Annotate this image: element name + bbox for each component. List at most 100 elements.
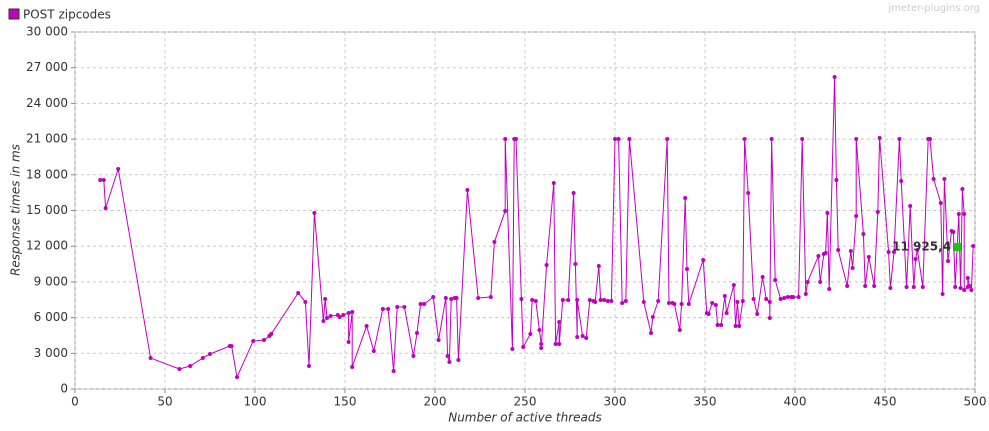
data-point (796, 295, 801, 300)
data-point (623, 299, 628, 304)
data-point (683, 196, 688, 201)
data-point (587, 297, 592, 302)
data-point (575, 334, 580, 339)
data-point (519, 297, 524, 302)
data-point (418, 302, 423, 307)
data-point (312, 210, 317, 215)
data-point (584, 335, 589, 340)
data-point (848, 248, 853, 253)
data-point (785, 295, 790, 300)
x-tick-label: 450 (874, 395, 897, 409)
data-point (760, 275, 765, 280)
data-point (251, 339, 256, 344)
x-tick-label: 400 (784, 395, 807, 409)
data-point (915, 248, 920, 253)
data-point (866, 255, 871, 260)
data-point (200, 356, 205, 361)
y-tick-label: 0 (60, 382, 68, 396)
data-point (510, 347, 515, 352)
data-point (886, 250, 891, 255)
data-point (827, 287, 832, 292)
data-point (337, 315, 342, 320)
data-point (620, 300, 625, 305)
data-point (899, 178, 904, 183)
data-point (735, 300, 740, 305)
data-point (537, 327, 542, 332)
data-point (742, 136, 747, 141)
data-point (456, 357, 461, 362)
data-point (710, 300, 715, 305)
y-tick-label: 9 000 (34, 274, 68, 288)
data-point (701, 258, 706, 263)
data-point (751, 297, 756, 302)
data-point (341, 312, 346, 317)
data-point (307, 364, 311, 369)
data-point (445, 354, 450, 359)
data-point (818, 280, 823, 285)
data-point (913, 257, 918, 262)
data-point (454, 295, 459, 300)
data-point (557, 320, 562, 325)
data-point (476, 295, 481, 300)
data-point (854, 136, 859, 141)
data-point (971, 243, 976, 248)
data-point (566, 297, 571, 302)
data-point (746, 191, 751, 196)
data-point (346, 310, 351, 315)
data-point (641, 300, 646, 305)
data-point (836, 248, 841, 253)
data-point (962, 211, 967, 216)
data-point (667, 300, 671, 305)
data-point (609, 299, 614, 304)
data-point (371, 349, 376, 354)
y-tick-label: 24 000 (26, 96, 68, 110)
data-point (832, 74, 837, 79)
data-point (575, 297, 580, 302)
data-point (733, 324, 738, 329)
data-point (740, 299, 745, 304)
watermark: jmeter-plugins.org (887, 3, 980, 14)
data-point (967, 283, 972, 288)
data-point (411, 354, 416, 359)
annotation-label: 11 925,4 (892, 240, 951, 254)
data-point (188, 364, 193, 369)
data-point (391, 369, 396, 374)
data-point (101, 178, 106, 183)
data-point (103, 206, 108, 211)
data-point (229, 344, 234, 349)
data-point (235, 375, 239, 380)
data-point (488, 295, 493, 300)
y-tick-label: 21 000 (26, 132, 68, 146)
data-point (656, 299, 661, 304)
data-point (773, 277, 778, 282)
y-tick-label: 27 000 (26, 60, 68, 74)
data-point (872, 283, 877, 288)
data-point (605, 299, 610, 304)
data-point (116, 166, 121, 171)
x-tick-label: 300 (604, 395, 627, 409)
data-point (863, 283, 868, 288)
data-point (679, 302, 684, 307)
data-point (850, 265, 855, 270)
data-point (825, 210, 830, 215)
data-point (553, 342, 558, 347)
data-point (262, 337, 266, 342)
x-tick-label: 150 (334, 395, 357, 409)
data-point (598, 297, 603, 302)
data-point (596, 263, 601, 268)
data-point (800, 136, 805, 141)
data-point (715, 322, 720, 327)
data-point (713, 302, 718, 307)
data-point (791, 295, 796, 300)
data-point (571, 191, 576, 196)
x-tick-label: 250 (514, 395, 537, 409)
data-point (769, 136, 774, 141)
data-point (560, 297, 565, 302)
data-point (296, 290, 301, 295)
data-point (962, 287, 967, 292)
data-point (436, 337, 441, 342)
y-tick-label: 3 000 (34, 346, 68, 360)
data-point (402, 305, 407, 310)
data-point (782, 295, 787, 300)
data-point (724, 310, 729, 315)
